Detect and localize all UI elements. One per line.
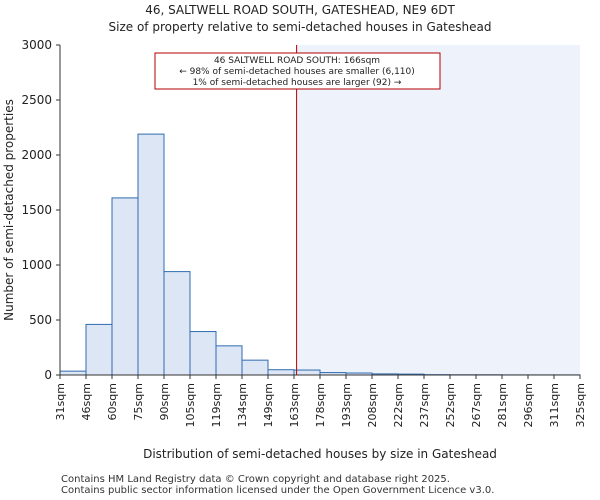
chart-title-address: 46, SALTWELL ROAD SOUTH, GATESHEAD, NE9 …: [145, 3, 455, 17]
x-tick-label: 252sqm: [444, 383, 457, 427]
histogram-bar: [85, 323, 113, 376]
histogram-bar: [267, 369, 295, 376]
y-tick-label: 1000: [21, 258, 52, 272]
x-tick-label: 31sqm: [54, 383, 67, 420]
x-tick-label: 149sqm: [262, 383, 275, 427]
x-tick-label: 296sqm: [522, 383, 535, 427]
annotation-line-smaller: ← 98% of semi-detached houses are smalle…: [179, 67, 415, 77]
x-tick-label: 60sqm: [106, 383, 119, 420]
y-tick-label: 2000: [21, 148, 52, 162]
y-tick-label: 3000: [21, 38, 52, 52]
x-tick-label: 163sqm: [288, 383, 301, 427]
y-axis-label: Number of semi-detached properties: [2, 99, 16, 321]
x-tick-label: 222sqm: [392, 383, 405, 427]
x-tick-label: 119sqm: [210, 383, 223, 427]
chart-title: Size of property relative to semi-detach…: [108, 20, 492, 34]
x-axis-label: Distribution of semi-detached houses by …: [143, 447, 497, 461]
x-tick-label: 237sqm: [418, 383, 431, 427]
histogram-bar: [215, 345, 243, 376]
histogram-bar: [189, 331, 217, 376]
annotation-line-property: 46 SALTWELL ROAD SOUTH: 166sqm: [214, 56, 380, 66]
x-tick-label: 193sqm: [340, 383, 353, 427]
x-tick-label: 75sqm: [132, 383, 145, 420]
highlight-region: [296, 45, 580, 375]
x-tick-label: 105sqm: [184, 383, 197, 427]
annotation-box: [154, 52, 441, 90]
y-tick-label: 2500: [21, 93, 52, 107]
y-tick-label: 1500: [21, 203, 52, 217]
x-tick-label: 267sqm: [470, 383, 483, 427]
footer-copyright: Contains HM Land Registry data © Crown c…: [61, 474, 450, 485]
x-tick-label: 208sqm: [366, 383, 379, 427]
x-tick-label: 134sqm: [236, 383, 249, 427]
histogram-bar: [163, 271, 191, 376]
y-tick-label: 500: [29, 313, 52, 327]
histogram-bar: [241, 359, 269, 376]
histogram-bar: [111, 197, 139, 376]
x-tick-label: 311sqm: [548, 383, 561, 427]
x-tick-label: 178sqm: [314, 383, 327, 427]
histogram-bar: [137, 133, 165, 376]
x-tick-label: 325sqm: [574, 383, 587, 427]
annotation-line-larger: 1% of semi-detached houses are larger (9…: [193, 78, 402, 88]
x-tick-label: 46sqm: [80, 383, 93, 420]
histogram-bar: [59, 370, 87, 376]
footer-licence: Contains public sector information licen…: [61, 485, 495, 496]
x-tick-label: 281sqm: [496, 383, 509, 427]
x-tick-label: 90sqm: [158, 383, 171, 420]
y-tick-label: 0: [44, 368, 52, 382]
histogram-bar: [293, 369, 321, 376]
